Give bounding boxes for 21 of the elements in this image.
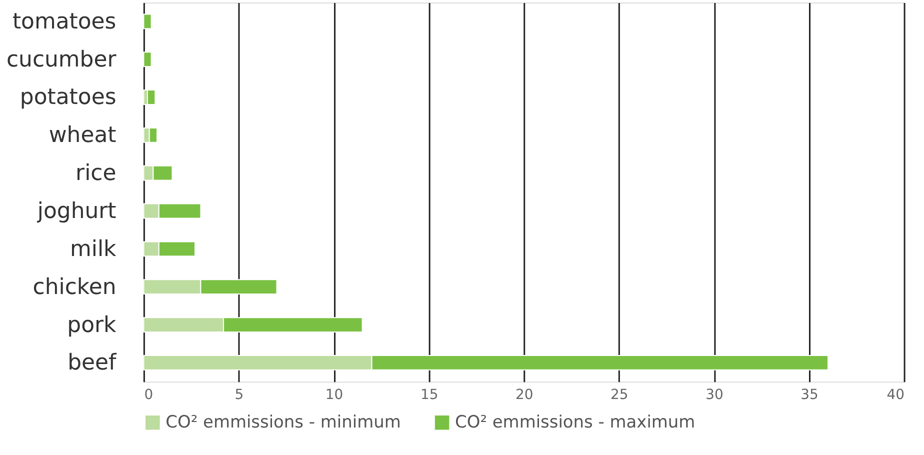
x-tick-label: 0 [144, 387, 154, 404]
y-tick-label: wheat [48, 123, 117, 148]
y-tick-label: milk [70, 236, 117, 262]
y-tick-label: tomatoes [12, 9, 116, 34]
y-tick-label: beef [68, 350, 118, 376]
x-tick-label: 5 [234, 387, 244, 404]
y-tick-label: potatoes [20, 85, 116, 110]
x-tick-label: 25 [610, 387, 628, 404]
y-tick-label: rice [76, 161, 116, 186]
y-tick-label: chicken [32, 274, 116, 300]
legend-label: CO² emmissions - maximum [455, 412, 696, 432]
x-tick-label: 10 [325, 387, 344, 404]
x-tick-label: 40 [886, 387, 905, 404]
y-tick-label: cucumber [6, 47, 118, 72]
x-tick-label: 15 [420, 387, 438, 404]
x-tick-label: 20 [515, 387, 534, 404]
x-tick-label: 30 [706, 387, 724, 404]
legend-label: CO² emmissions - minimum [166, 412, 401, 432]
y-tick-label: pork [67, 312, 117, 338]
y-tick-label: joghurt [36, 199, 117, 224]
x-tick-label: 35 [800, 387, 818, 404]
